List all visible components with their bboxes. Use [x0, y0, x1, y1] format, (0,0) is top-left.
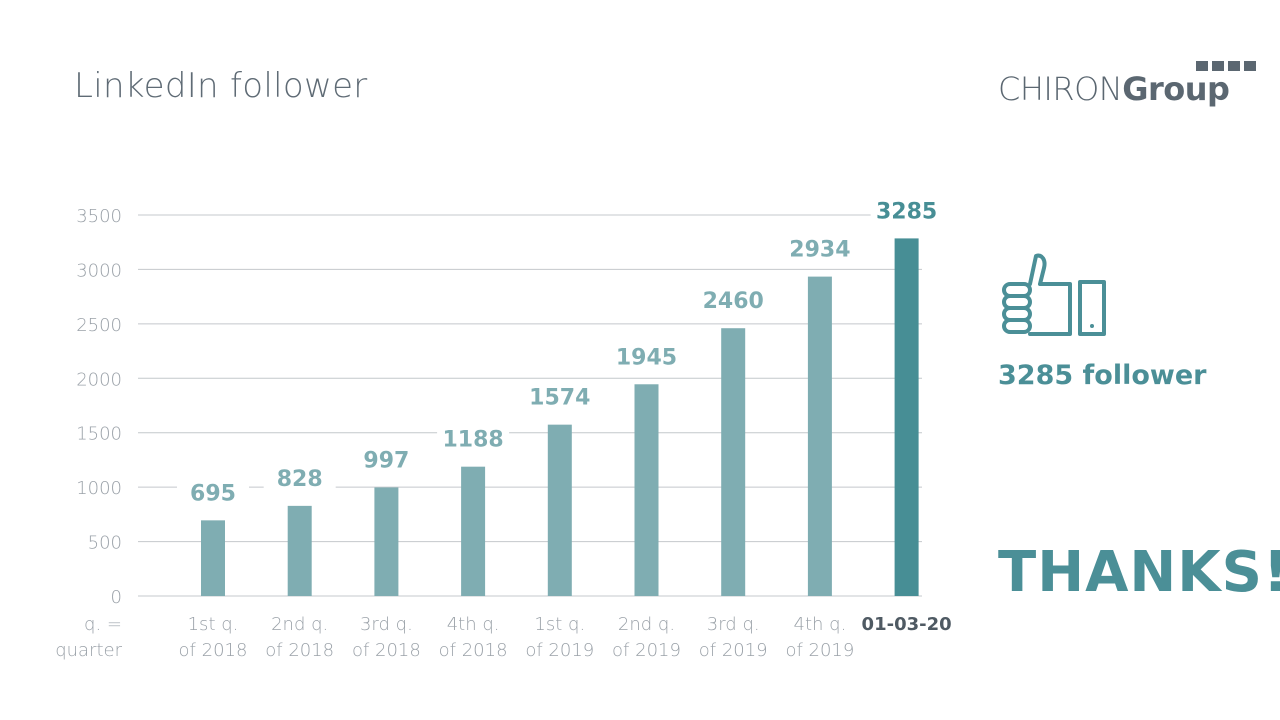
x-tick-label: 3rd q.: [360, 614, 413, 635]
thumbs-up-icon: [1002, 253, 1106, 336]
value-label-background: [523, 382, 596, 411]
x-tick-label: 1st q.: [534, 614, 585, 635]
y-tick-label: 500: [88, 533, 122, 554]
x-tick-label: of 2019: [612, 640, 681, 661]
bar: [287, 505, 312, 596]
y-tick-label: 3500: [76, 206, 122, 227]
x-tick-label: 2nd q.: [618, 614, 675, 635]
value-label: 1574: [529, 386, 590, 411]
value-label: 828: [277, 467, 323, 492]
bar: [461, 466, 486, 596]
logo-text-regular: CHIRON: [998, 70, 1123, 108]
value-label: 2934: [789, 238, 850, 263]
y-tick-label: 1500: [76, 424, 122, 445]
x-tick-label: of 2018: [179, 640, 248, 661]
value-label: 1188: [442, 428, 503, 453]
x-tick-label: 4th q.: [447, 614, 500, 635]
y-tick-label: 1000: [76, 478, 122, 499]
logo-squares-icon: [1196, 56, 1260, 75]
bar: [807, 276, 832, 596]
x-tick-label: 1st q.: [188, 614, 239, 635]
y-tick-label: 2000: [76, 369, 122, 390]
x-tick-label: 3rd q.: [707, 614, 760, 635]
x-tick-label: of 2019: [699, 640, 768, 661]
x-tick-label: of 2018: [265, 640, 334, 661]
x-tick-label: 4th q.: [794, 614, 847, 635]
value-label-background: [350, 445, 423, 474]
value-label-background: [870, 196, 943, 225]
value-label-background: [783, 234, 856, 263]
value-label: 2460: [703, 289, 764, 314]
value-label: 997: [363, 448, 409, 473]
value-label-background: [437, 424, 510, 453]
x-tick-label: 2nd q.: [271, 614, 328, 635]
x-tick-label: of 2019: [525, 640, 594, 661]
y-tick-label: 0: [111, 587, 122, 608]
value-label-background: [697, 286, 770, 315]
x-tick-label: of 2018: [352, 640, 421, 661]
x-tick-label: of 2019: [785, 640, 854, 661]
logo-text-bold: Group: [1122, 70, 1230, 108]
bar: [547, 424, 572, 596]
bar: [894, 238, 919, 596]
value-label-background: [263, 463, 336, 492]
value-label: 1945: [616, 345, 677, 370]
bar: [721, 328, 746, 596]
value-label: 695: [190, 481, 236, 506]
y-tick-label: 3000: [76, 260, 122, 281]
y-tick-label: 2500: [76, 315, 122, 336]
bar: [634, 384, 659, 596]
x-axis-note: quarter: [55, 640, 122, 661]
thanks-label: THANKS!: [998, 540, 1280, 605]
x-tick-label: 01-03-20: [862, 614, 952, 635]
value-label-background: [177, 478, 249, 507]
bar: [374, 487, 399, 596]
bar: [201, 520, 225, 596]
page-title: LinkedIn follower: [74, 66, 368, 106]
x-axis-note: q. =: [84, 614, 122, 635]
value-label: 3285: [876, 199, 937, 224]
follower-count-label: 3285 follower: [998, 360, 1207, 391]
x-tick-label: of 2018: [439, 640, 508, 661]
value-label-background: [610, 342, 683, 371]
company-logo: CHIRONGroup: [998, 56, 1260, 114]
